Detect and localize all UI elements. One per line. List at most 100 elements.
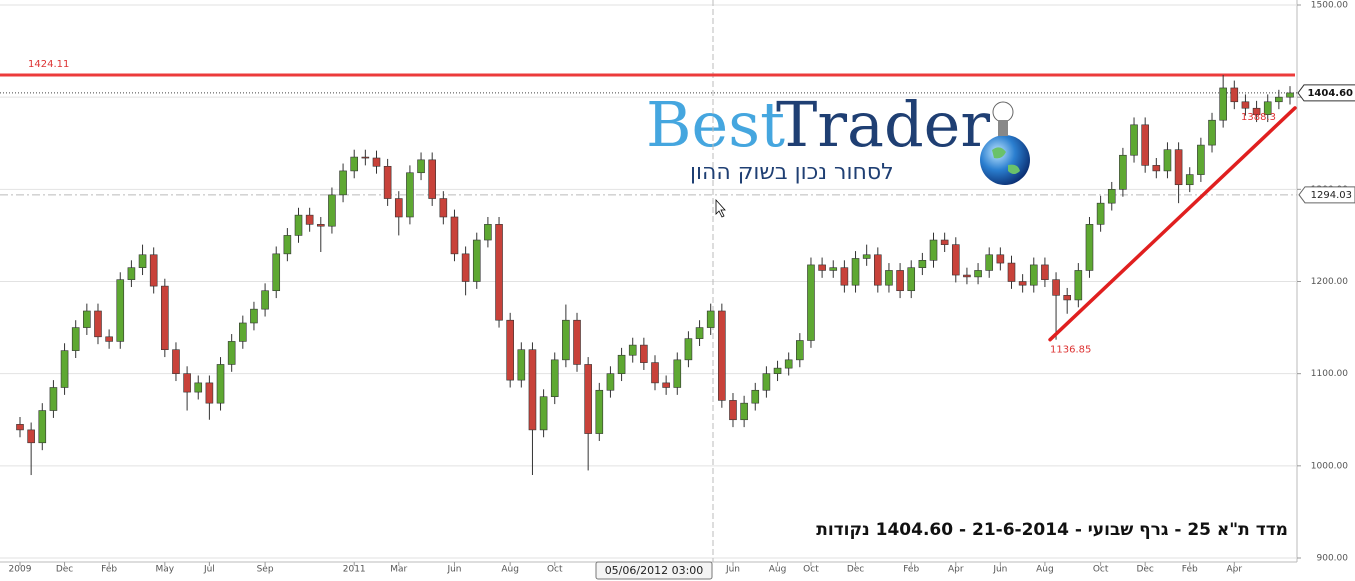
candle-body (695, 327, 704, 339)
candle-body (1263, 101, 1272, 115)
candle-body (874, 254, 882, 286)
x-tick-label: Apr (948, 565, 964, 575)
logo-figure (992, 101, 1014, 123)
candle-body (161, 285, 169, 351)
candle-body (539, 396, 548, 431)
x-tick-label: Jul (203, 565, 215, 575)
candle-body (617, 354, 626, 374)
candle-body (194, 382, 203, 393)
candle-body (996, 254, 1005, 264)
candle-body (651, 362, 659, 384)
candle-body (528, 349, 537, 431)
candle-body (550, 359, 559, 398)
trendline-start-label: 1136.85 (1050, 345, 1091, 356)
x-tick-label: Dec (847, 565, 864, 575)
candle-body (595, 389, 604, 434)
candle-body (506, 319, 514, 381)
x-tick-label: Oct (547, 565, 563, 575)
candle-body (83, 310, 91, 328)
candle-body (1219, 87, 1227, 121)
candle-body (1197, 144, 1205, 175)
x-tick-label: Feb (1182, 565, 1198, 575)
x-tick-label: 2011 (343, 565, 366, 575)
candle-body (1018, 281, 1027, 286)
candle-body (116, 279, 125, 342)
candle-body (261, 290, 269, 310)
candle-body (1141, 124, 1149, 166)
candle-body (1096, 202, 1105, 225)
candle-body (729, 400, 737, 421)
candle-body (640, 344, 648, 363)
candle-body (205, 382, 214, 404)
candle-body (316, 224, 325, 227)
x-tick-label: Mar (390, 565, 407, 575)
candle-body (450, 216, 459, 255)
candle-body (138, 254, 147, 268)
candle-body (740, 402, 748, 421)
x-tick-label: 2009 (9, 565, 32, 575)
candle-body (684, 338, 693, 361)
candle-body (762, 373, 771, 391)
candle-body (918, 260, 927, 268)
last-price-box (1297, 84, 1355, 102)
candle-body (951, 244, 960, 276)
candle-body (272, 253, 281, 292)
x-tick-label: Jun (992, 565, 1007, 575)
candle-body (940, 239, 949, 245)
trendline-end-label: 1388.3 (1241, 112, 1276, 123)
candle-body (339, 170, 347, 196)
candle-body (1241, 101, 1250, 109)
x-tick-label: Oct (1093, 565, 1109, 575)
y-tick-label: 1500.00 (1311, 1, 1348, 11)
candle-body (1275, 96, 1283, 103)
candle-body (149, 254, 158, 287)
x-tick-label: Dec (56, 565, 73, 575)
candle-body (71, 327, 80, 351)
candle-body (16, 424, 24, 431)
candle-body (807, 264, 815, 341)
candle-body (472, 239, 481, 282)
x-tick-label: May (156, 565, 175, 575)
candle-body (1208, 119, 1216, 146)
x-tick-label: Dec (1136, 565, 1153, 575)
y-tick-label: 1100.00 (1311, 369, 1348, 379)
candle-body (239, 322, 247, 342)
x-tick-label: Aug (1036, 565, 1054, 575)
candle-body (1085, 224, 1094, 271)
candle-body (718, 310, 726, 401)
candle-body (250, 308, 258, 324)
candle-body (784, 359, 793, 369)
candle-body (1163, 149, 1172, 172)
logo-tagline: לסחור נכון בשוק ההון (690, 160, 894, 185)
candle-body (829, 267, 838, 271)
candle-body (383, 165, 392, 199)
candle-body (862, 254, 871, 259)
candle-body (1174, 149, 1183, 186)
x-tick-label: Feb (101, 565, 117, 575)
candle-body (428, 159, 436, 199)
candle-body (495, 224, 503, 321)
candle-body (227, 341, 236, 365)
candle-body (127, 267, 136, 280)
candle-body (673, 359, 682, 388)
candle-body (94, 310, 102, 338)
candle-body (172, 349, 180, 374)
candle-body (818, 264, 826, 271)
x-tick-label: Jun (446, 565, 461, 575)
candle-body (662, 382, 670, 388)
candle-body (628, 344, 637, 356)
candle-body (1252, 107, 1261, 115)
candle-body (417, 159, 425, 174)
candle-body (584, 364, 592, 434)
logo-land (992, 147, 1020, 174)
candle-body (974, 270, 982, 278)
candle-body (985, 254, 994, 271)
candle-body (461, 253, 470, 282)
resistance-label: 1424.11 (28, 59, 69, 70)
candle-body (606, 373, 615, 391)
candle-body (851, 258, 860, 286)
x-tick-label: Aug (769, 565, 787, 575)
y-tick-label: 1000.00 (1311, 461, 1348, 471)
candle-body (283, 235, 292, 255)
candle-body (350, 156, 359, 172)
